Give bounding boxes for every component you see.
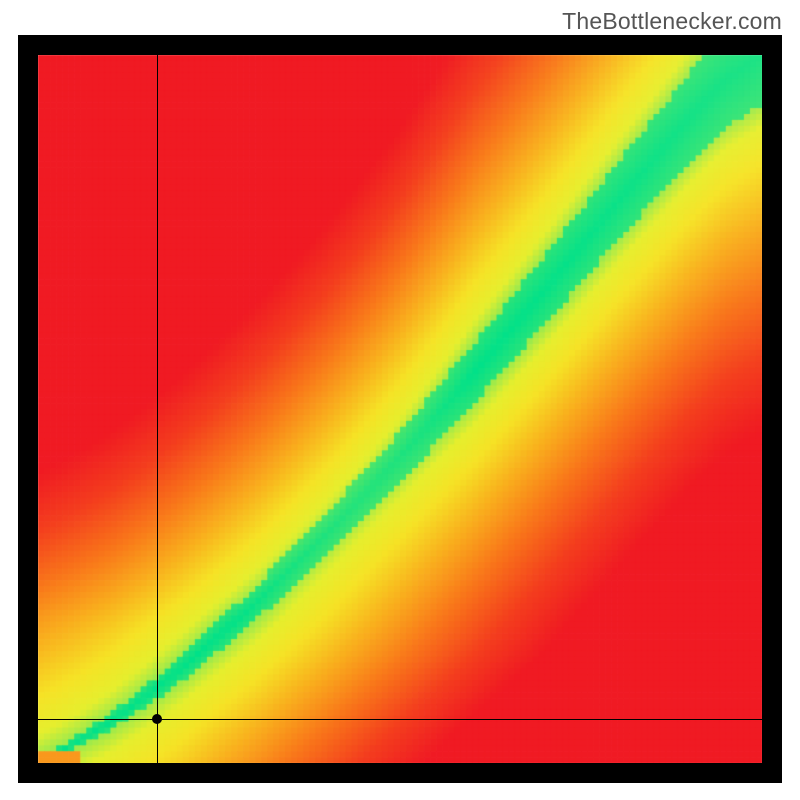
watermark-text: TheBottlenecker.com (562, 8, 782, 35)
chart-container: TheBottlenecker.com (0, 0, 800, 800)
heatmap-canvas (18, 35, 782, 783)
heatmap-plot (18, 35, 782, 783)
